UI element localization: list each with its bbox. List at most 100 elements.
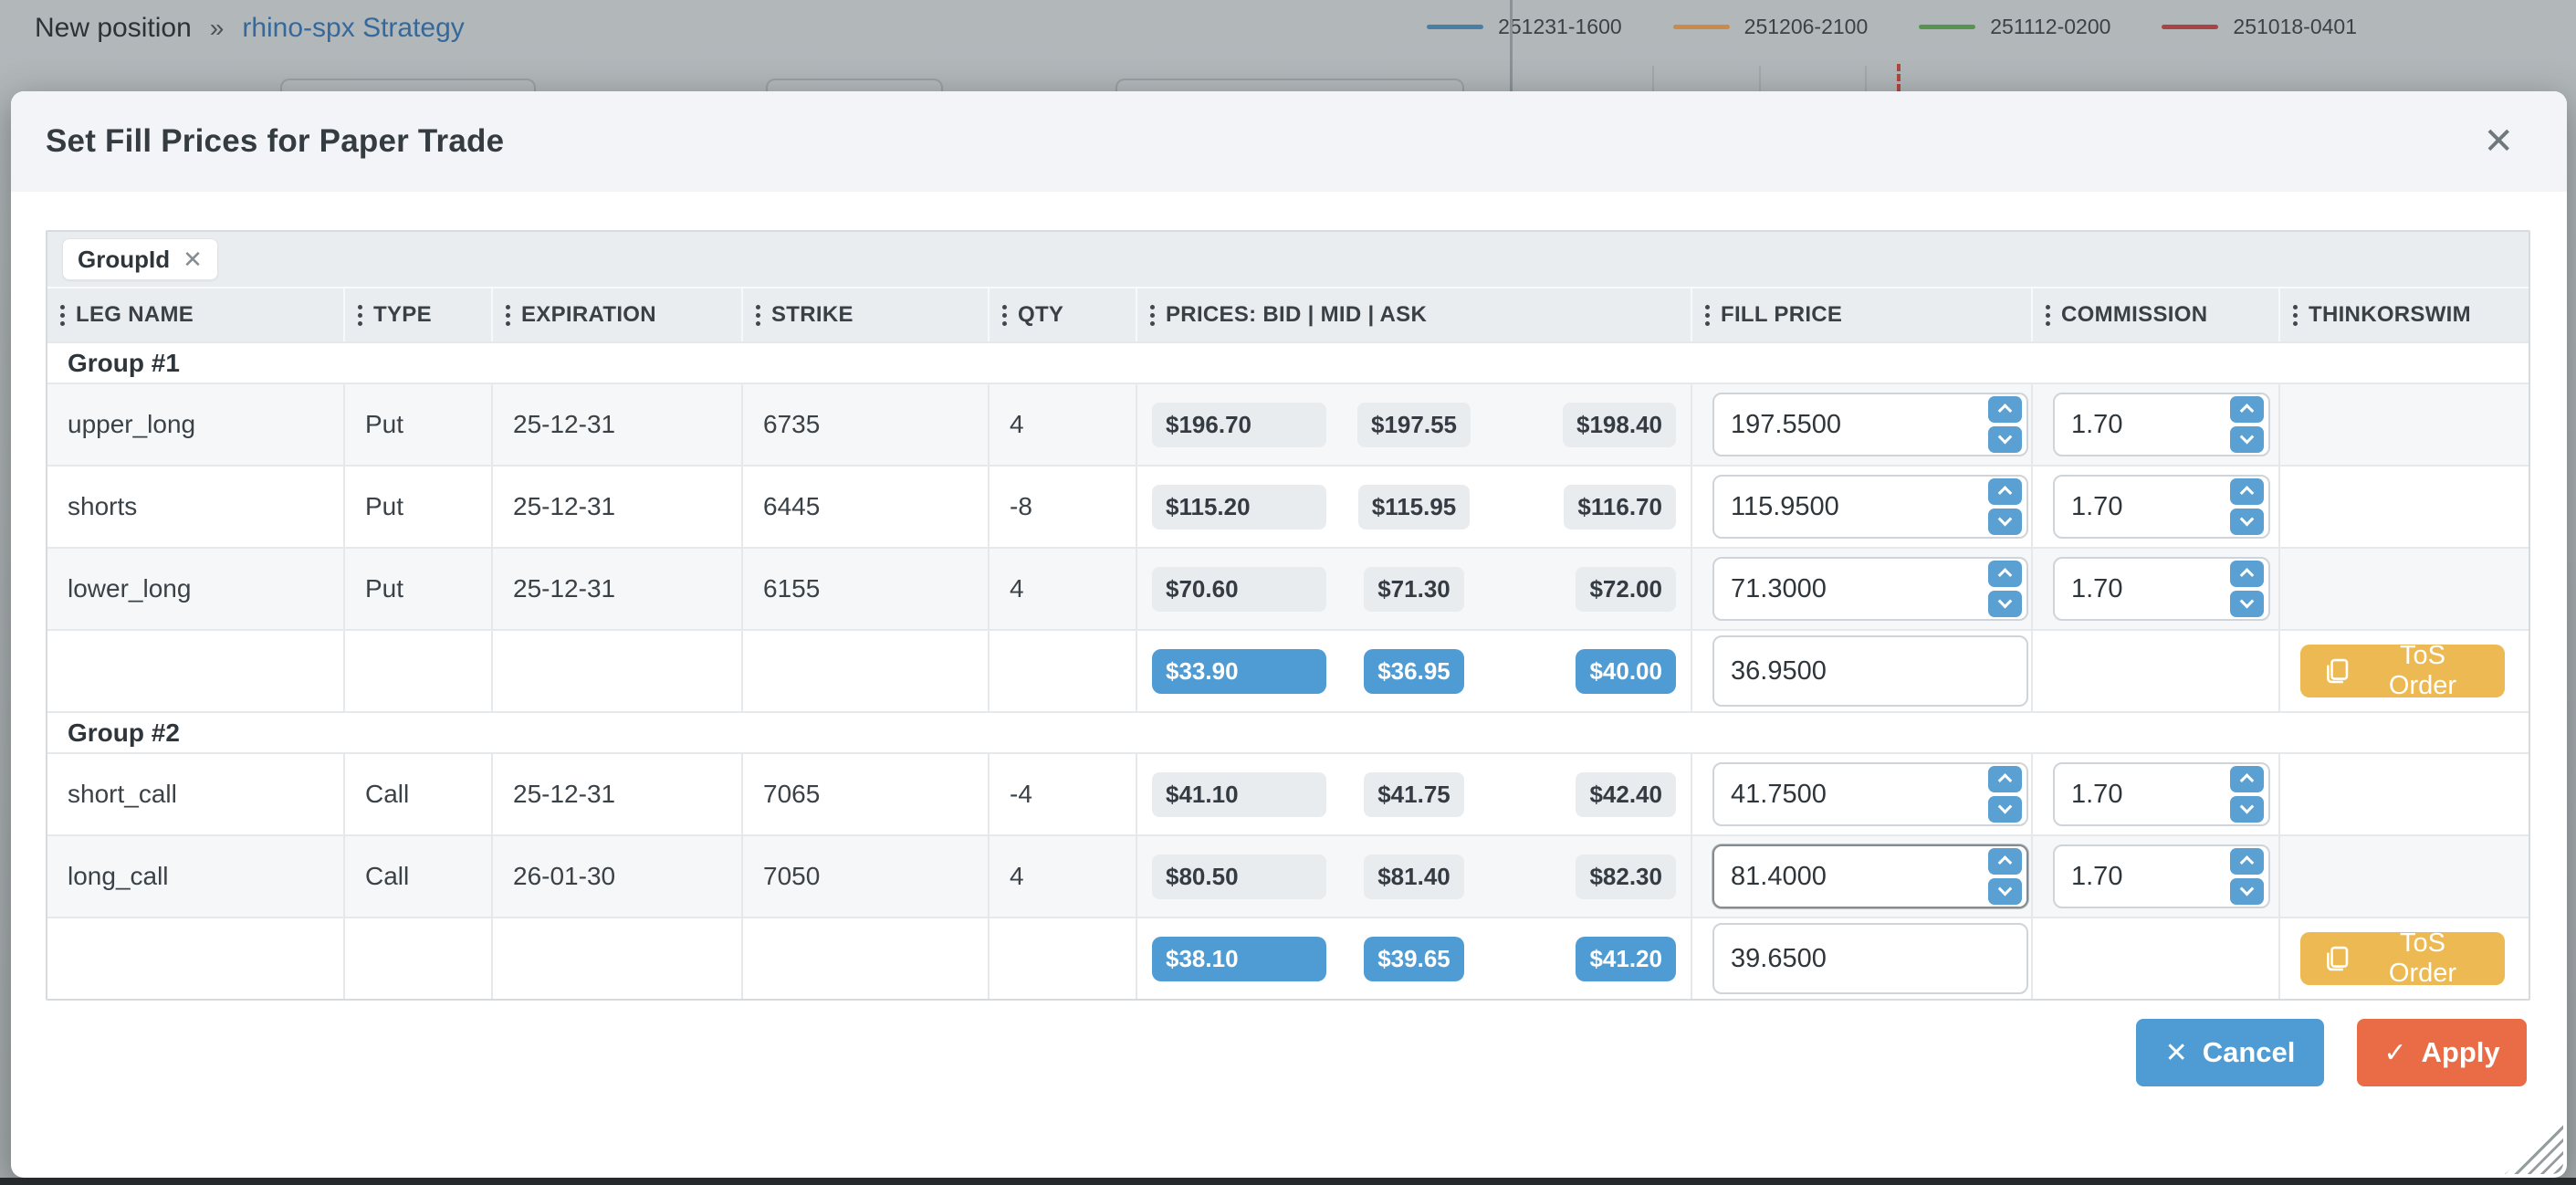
drag-handle-icon[interactable] (2046, 305, 2050, 326)
strike-cell: 7065 (743, 754, 990, 834)
modal-footer: ✕ Cancel ✓ Apply (11, 1019, 2527, 1086)
spinner-down-button[interactable] (1988, 509, 2022, 535)
spinner-up-button[interactable] (2230, 478, 2264, 505)
breadcrumb-link-strategy[interactable]: rhino-spx Strategy (242, 13, 464, 44)
prices-cell: $70.60 $71.30 $72.00 (1137, 549, 1692, 629)
fill-price-cell (1692, 467, 2033, 547)
drag-handle-icon[interactable] (358, 305, 362, 326)
copy-icon (2322, 657, 2350, 685)
table-header-row: LEG NAME TYPE EXPIRATION STRIKE QTY PRIC… (47, 288, 2529, 341)
spinner-up-button[interactable] (1988, 766, 2022, 792)
resize-grip-icon[interactable] (2505, 1123, 2563, 1174)
fill-price-input[interactable] (1712, 557, 2028, 621)
spinner-down-button[interactable] (2230, 509, 2264, 535)
drag-handle-icon[interactable] (2293, 305, 2298, 326)
thinkorswim-cell (2280, 549, 2530, 629)
leg-name-cell: shorts (47, 467, 345, 547)
spinner-up-button[interactable] (2230, 396, 2264, 423)
drag-handle-icon[interactable] (506, 305, 510, 326)
mid-badge: $41.75 (1364, 772, 1464, 817)
legend-item: 251018-0401 (2162, 15, 2357, 39)
modal-title: Set Fill Prices for Paper Trade (46, 123, 504, 160)
strike-cell: 6735 (743, 384, 990, 465)
spinner-down-button[interactable] (2230, 426, 2264, 453)
table-filter-row: GroupId ✕ (47, 232, 2529, 288)
drag-handle-icon[interactable] (60, 305, 65, 326)
chip-remove-icon[interactable]: ✕ (183, 246, 203, 274)
spinner-down-button[interactable] (2230, 878, 2264, 905)
table-row: upper_long Put 25-12-31 6735 4 $196.70 $… (47, 383, 2529, 465)
legend-item: 251112-0200 (1919, 15, 2110, 39)
spinner-up-button[interactable] (1988, 396, 2022, 423)
fill-price-input[interactable] (1712, 475, 2028, 539)
thinkorswim-cell: ToS Order (2280, 918, 2530, 999)
column-header[interactable]: FILL PRICE (1692, 288, 2033, 341)
commission-cell (2033, 836, 2280, 917)
expiration-cell: 25-12-31 (493, 467, 743, 547)
background-gridline (1865, 66, 1867, 91)
fill-price-input[interactable] (1712, 762, 2028, 826)
empty-cell (345, 918, 493, 999)
background-gridline (1652, 66, 1654, 91)
column-header[interactable]: LEG NAME (47, 288, 345, 341)
legend-item: 251206-2100 (1673, 15, 1869, 39)
mid-badge: $81.40 (1364, 855, 1464, 899)
type-cell: Put (345, 384, 493, 465)
spinner-up-button[interactable] (1988, 478, 2022, 505)
column-header[interactable]: STRIKE (743, 288, 990, 341)
spinner-up-button[interactable] (2230, 848, 2264, 875)
spinner-up-button[interactable] (1988, 848, 2022, 875)
summary-fill-price-input[interactable] (1712, 923, 2028, 994)
column-header[interactable]: QTY (990, 288, 1137, 341)
thinkorswim-cell (2280, 467, 2530, 547)
tos-order-button[interactable]: ToS Order (2300, 645, 2505, 697)
spinner-down-button[interactable] (2230, 591, 2264, 617)
column-header[interactable]: THINKORSWIM (2280, 288, 2530, 341)
spinner-down-button[interactable] (1988, 878, 2022, 905)
column-header[interactable]: TYPE (345, 288, 493, 341)
drag-handle-icon[interactable] (1705, 305, 1710, 326)
groupid-filter-chip[interactable]: GroupId ✕ (62, 238, 218, 280)
drag-handle-icon[interactable] (1002, 305, 1007, 326)
spinner-down-button[interactable] (2230, 796, 2264, 823)
fill-price-input[interactable] (1712, 844, 2028, 908)
table-body: Group #1 upper_long Put 25-12-31 6735 4 … (47, 341, 2529, 999)
legend-label: 251112-0200 (1990, 15, 2110, 39)
empty-cell (990, 918, 1137, 999)
type-cell: Call (345, 754, 493, 834)
commission-cell (2033, 754, 2280, 834)
spinner-up-button[interactable] (1988, 561, 2022, 587)
column-header[interactable]: PRICES: BID | MID | ASK (1137, 288, 1692, 341)
commission-cell (2033, 467, 2280, 547)
spinner-up-button[interactable] (2230, 561, 2264, 587)
ask-badge: $42.40 (1576, 772, 1676, 817)
ask-badge: $116.70 (1564, 485, 1676, 530)
fill-price-input[interactable] (1712, 393, 2028, 456)
legend-swatch-icon (1427, 25, 1483, 29)
tos-order-button[interactable]: ToS Order (2300, 932, 2505, 985)
spinner-down-button[interactable] (1988, 796, 2022, 823)
group-summary-row: $38.10 $39.65 $41.20 ToS Order (47, 917, 2529, 999)
leg-name-cell: upper_long (47, 384, 345, 465)
drag-handle-icon[interactable] (756, 305, 760, 326)
prices-cell: $41.10 $41.75 $42.40 (1137, 754, 1692, 834)
cancel-button[interactable]: ✕ Cancel (2136, 1019, 2324, 1086)
summary-fill-price-input[interactable] (1712, 635, 2028, 707)
column-header[interactable]: COMMISSION (2033, 288, 2280, 341)
column-header[interactable]: EXPIRATION (493, 288, 743, 341)
mid-badge: $197.55 (1357, 403, 1471, 447)
close-icon[interactable]: ✕ (2483, 123, 2514, 160)
prices-cell: $196.70 $197.55 $198.40 (1137, 384, 1692, 465)
commission-cell (2033, 918, 2280, 999)
ask-badge: $72.00 (1576, 567, 1676, 612)
breadcrumb: New position » rhino-spx Strategy (35, 13, 465, 44)
apply-button[interactable]: ✓ Apply (2357, 1019, 2527, 1086)
thinkorswim-cell: ToS Order (2280, 631, 2530, 711)
drag-handle-icon[interactable] (1150, 305, 1155, 326)
spinner-down-button[interactable] (1988, 591, 2022, 617)
mid-badge: $71.30 (1364, 567, 1464, 612)
spinner-down-button[interactable] (1988, 426, 2022, 453)
modal-header: Set Fill Prices for Paper Trade ✕ (11, 91, 2567, 192)
spinner-up-button[interactable] (2230, 766, 2264, 792)
bid-badge: $80.50 (1152, 855, 1326, 899)
